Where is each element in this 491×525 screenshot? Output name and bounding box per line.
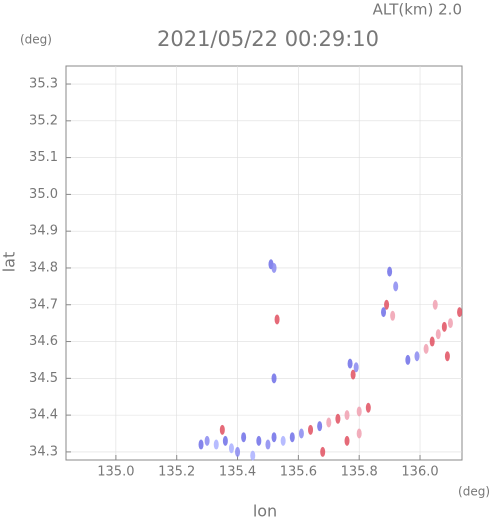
echo-point bbox=[344, 435, 350, 446]
echo-point bbox=[204, 435, 210, 446]
echo-point bbox=[219, 424, 225, 435]
echo-point bbox=[365, 402, 371, 413]
y-tick-label: 34.8 bbox=[29, 260, 58, 275]
x-axis-label: lon bbox=[253, 502, 277, 521]
echo-point bbox=[241, 432, 247, 443]
x-tick-label: 135.6 bbox=[280, 465, 317, 480]
echo-point bbox=[353, 362, 359, 373]
echo-point bbox=[235, 446, 241, 457]
y-tick-label: 35.2 bbox=[29, 113, 58, 128]
x-tick-label: 135.0 bbox=[97, 465, 134, 480]
echo-point bbox=[308, 424, 314, 435]
echo-point bbox=[213, 439, 219, 450]
echo-point bbox=[250, 450, 256, 461]
echo-point bbox=[317, 421, 323, 432]
echo-point bbox=[228, 443, 234, 454]
x-tick-label: 136.0 bbox=[401, 465, 438, 480]
y-tick-label: 34.6 bbox=[29, 334, 58, 349]
echo-point bbox=[280, 435, 286, 446]
y-tick-label: 34.5 bbox=[29, 371, 58, 386]
echo-point bbox=[405, 354, 411, 365]
echo-point bbox=[347, 358, 353, 369]
echo-point bbox=[429, 336, 435, 347]
echo-point bbox=[457, 307, 463, 318]
echo-point bbox=[222, 435, 228, 446]
echo-point bbox=[271, 262, 277, 273]
altitude-label: ALT(km) 2.0 bbox=[373, 1, 462, 19]
chart-title: 2021/05/22 00:29:10 bbox=[157, 27, 379, 51]
y-tick-label: 34.4 bbox=[29, 408, 58, 423]
echo-point bbox=[423, 343, 429, 354]
x-tick-label: 135.2 bbox=[158, 465, 195, 480]
y-tick-label: 34.3 bbox=[29, 444, 58, 459]
echo-point bbox=[356, 406, 362, 417]
echo-point bbox=[447, 318, 453, 329]
echo-point bbox=[441, 321, 447, 332]
echo-point bbox=[274, 314, 280, 325]
echo-point bbox=[271, 373, 277, 384]
echo-point bbox=[344, 410, 350, 421]
y-tick-label: 35.1 bbox=[29, 150, 58, 165]
y-unit: (deg) bbox=[20, 33, 52, 47]
y-axis-label: lat bbox=[0, 252, 19, 273]
y-tick-label: 34.7 bbox=[29, 297, 58, 312]
echo-point bbox=[393, 281, 399, 292]
y-tick-label: 34.9 bbox=[29, 224, 58, 239]
echo-point bbox=[384, 299, 390, 310]
echo-point bbox=[350, 369, 356, 380]
echo-point bbox=[256, 435, 262, 446]
echo-point bbox=[265, 439, 271, 450]
echo-point bbox=[356, 428, 362, 439]
echo-point bbox=[414, 351, 420, 362]
echo-point bbox=[390, 310, 396, 321]
echo-point bbox=[326, 417, 332, 428]
echo-point bbox=[387, 266, 393, 277]
plot-frame bbox=[65, 65, 463, 461]
x-tick-label: 135.4 bbox=[219, 465, 256, 480]
echo-point bbox=[335, 413, 341, 424]
echo-point bbox=[444, 351, 450, 362]
echo-point bbox=[435, 329, 441, 340]
y-tick-label: 35.3 bbox=[29, 77, 58, 92]
echo-point bbox=[320, 446, 326, 457]
echo-point bbox=[198, 439, 204, 450]
echo-point bbox=[289, 432, 295, 443]
y-tick-label: 35.0 bbox=[29, 187, 58, 202]
echo-point bbox=[432, 299, 438, 310]
echo-point bbox=[271, 432, 277, 443]
x-unit: (deg) bbox=[458, 485, 490, 499]
echo-point bbox=[381, 307, 387, 318]
x-tick-label: 135.8 bbox=[341, 465, 378, 480]
echo-point bbox=[298, 428, 304, 439]
